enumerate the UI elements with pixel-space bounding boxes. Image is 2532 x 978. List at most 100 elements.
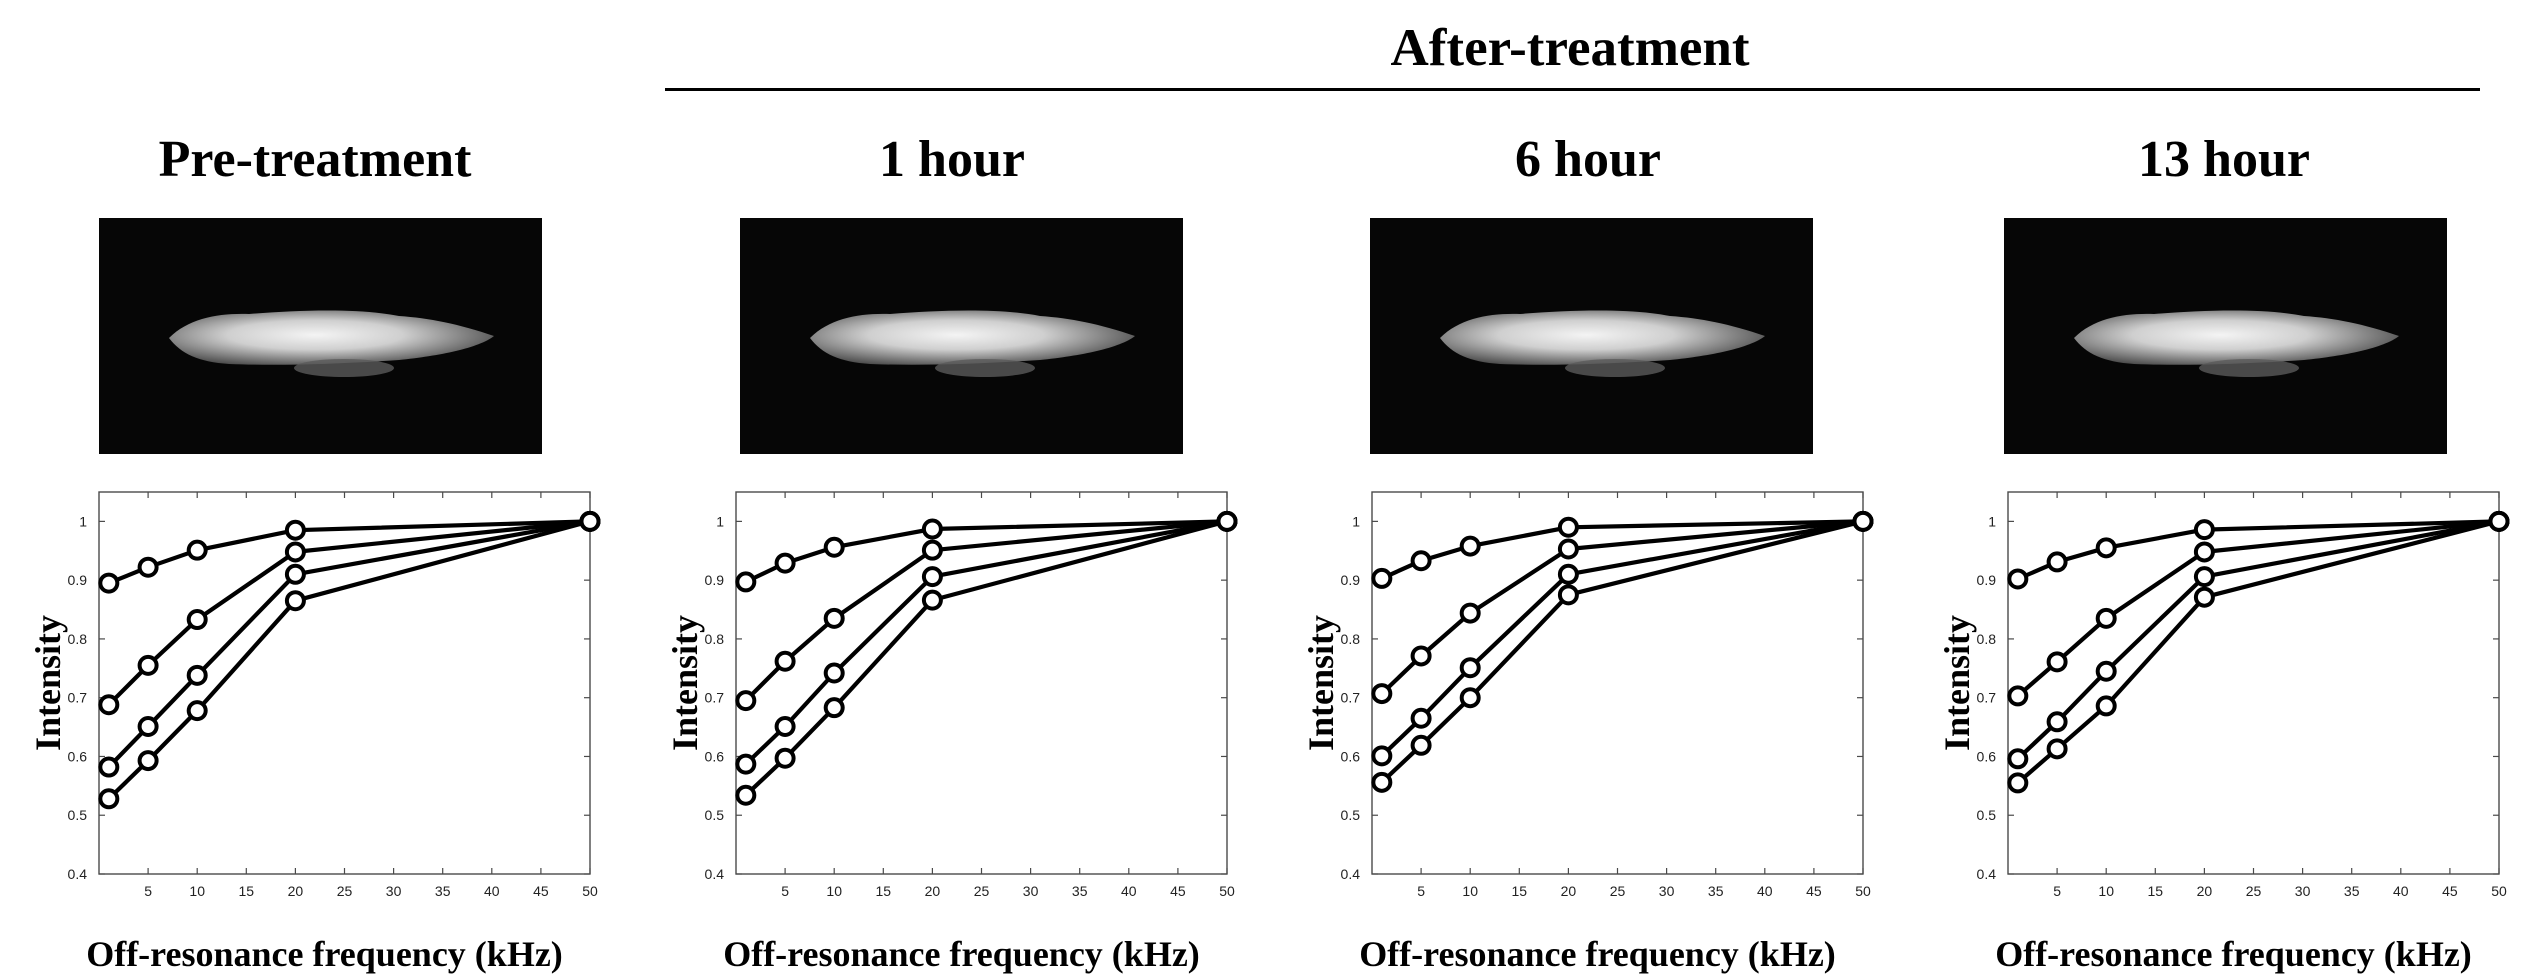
x-tick-label: 10 (1462, 883, 1478, 899)
panel-title: Pre-treatment (158, 131, 472, 188)
group-divider (665, 88, 2480, 91)
data-point (2095, 537, 2117, 559)
y-tick-label: 0.9 (1341, 572, 1361, 588)
y-tick-label: 0.5 (1341, 807, 1361, 823)
x-tick-label: 25 (2246, 883, 2262, 899)
panel-title: 13 hour (2138, 131, 2310, 188)
panel-pre-treatment: Pre-treatment 0.4 0.5 0.6 0.7 0.8 0.9 1 5 10 15 20… (15, 0, 615, 978)
data-point (98, 756, 120, 778)
x-tick-label: 50 (1855, 883, 1871, 899)
y-tick-label: 0.5 (1977, 807, 1997, 823)
x-tick-label: 35 (1708, 883, 1724, 899)
panel-13-hour: 13 hour 0.4 0.5 0.6 0.7 0.8 0.9 1 5 10 15 20 25 30 35… (1924, 0, 2524, 978)
y-axis-label: Intensity (28, 615, 68, 751)
data-point (1557, 563, 1579, 585)
y-tick-label: 1 (1988, 513, 1996, 529)
y-tick-label: 1 (1352, 513, 1360, 529)
data-point (823, 662, 845, 684)
y-tick-label: 0.8 (68, 631, 88, 647)
data-point (2193, 541, 2215, 563)
data-point (2007, 568, 2029, 590)
data-point (2007, 748, 2029, 770)
x-tick-label: 20 (1561, 883, 1577, 899)
data-point (1371, 745, 1393, 767)
data-point (1410, 734, 1432, 756)
data-point (774, 552, 796, 574)
panel-title: 1 hour (879, 131, 1025, 188)
chart-svg: 0.40.50.60.70.80.915 10 15 20 25 30 35 40 45 50In… (1937, 491, 2510, 974)
data-point (1459, 602, 1481, 624)
y-tick-label: 0.6 (68, 748, 88, 764)
x-tick-label: 40 (2393, 883, 2409, 899)
x-tick-label: 5 (781, 883, 789, 899)
data-point (284, 563, 306, 585)
x-tick-label: 40 (1757, 883, 1773, 899)
x-tick-label: 20 (925, 883, 941, 899)
data-point (284, 519, 306, 541)
y-tick-label: 1 (716, 513, 724, 529)
data-point (1557, 584, 1579, 606)
data-point (774, 650, 796, 672)
data-point (137, 556, 159, 578)
y-tick-label: 0.9 (1977, 572, 1997, 588)
data-point (2046, 551, 2068, 573)
y-tick-label: 0.7 (1977, 690, 1997, 706)
x-tick-label: 30 (1659, 883, 1675, 899)
data-point (2046, 651, 2068, 673)
data-point (1410, 707, 1432, 729)
data-point (1557, 538, 1579, 560)
data-point (1216, 510, 1238, 532)
tissue-shape (2074, 310, 2399, 365)
data-point (921, 539, 943, 561)
x-tick-label: 5 (2053, 883, 2061, 899)
data-point (823, 697, 845, 719)
y-tick-label: 0.4 (705, 866, 725, 882)
intensity-chart: 0.4 0.5 0.6 0.7 0.8 0.9 1 5 10 15 20 25 30 35 40 45 50 In… (1288, 470, 1888, 978)
intensity-chart: 0.4 0.5 0.6 0.7 0.8 0.9 1 5 10 15 20 25 30 35 40 45 50 In… (652, 470, 1252, 978)
mri-image (99, 218, 542, 454)
y-tick-label: 0.4 (1341, 866, 1361, 882)
x-tick-label: 30 (386, 883, 402, 899)
x-axis-label: Off-resonance frequency (kHz) (86, 934, 563, 974)
data-point (823, 607, 845, 629)
data-point (735, 690, 757, 712)
plot-frame (2007, 491, 2500, 875)
y-tick-label: 0.9 (705, 572, 725, 588)
data-point (1459, 535, 1481, 557)
x-tick-label: 50 (582, 883, 598, 899)
data-point (1410, 645, 1432, 667)
data-point (2095, 695, 2117, 717)
x-tick-label: 40 (1121, 883, 1137, 899)
x-tick-label: 15 (876, 883, 892, 899)
data-point (774, 747, 796, 769)
data-point (2007, 685, 2029, 707)
mri-image (1370, 218, 1813, 454)
data-point (186, 609, 208, 631)
x-tick-label: 45 (1170, 883, 1186, 899)
chart-svg: 0.40.50.60.70.80.915 10 15 20 25 30 35 40 45 50In… (28, 491, 601, 974)
tissue-shape (169, 310, 494, 365)
y-axis-label: Intensity (665, 615, 705, 751)
data-point (98, 572, 120, 594)
x-tick-label: 25 (337, 883, 353, 899)
y-tick-label: 0.6 (705, 748, 725, 764)
data-point (2046, 738, 2068, 760)
x-tick-label: 35 (1072, 883, 1088, 899)
x-tick-label: 50 (2491, 883, 2507, 899)
mri-image (740, 218, 1183, 454)
plot-frame (1371, 491, 1864, 875)
data-point (2095, 607, 2117, 629)
data-point (137, 715, 159, 737)
mri-scan-graphic (1440, 310, 1765, 377)
tissue-shape (810, 310, 1135, 365)
y-tick-label: 0.8 (1977, 631, 1997, 647)
data-point (1371, 567, 1393, 589)
data-point (98, 788, 120, 810)
data-point (137, 750, 159, 772)
y-tick-label: 0.5 (68, 807, 88, 823)
data-point (186, 700, 208, 722)
x-tick-label: 10 (2098, 883, 2114, 899)
x-tick-label: 5 (144, 883, 152, 899)
chart-svg: 0.40.50.60.70.80.915 10 15 20 25 30 35 40 45 50In… (1301, 491, 1874, 974)
x-tick-label: 25 (1610, 883, 1626, 899)
